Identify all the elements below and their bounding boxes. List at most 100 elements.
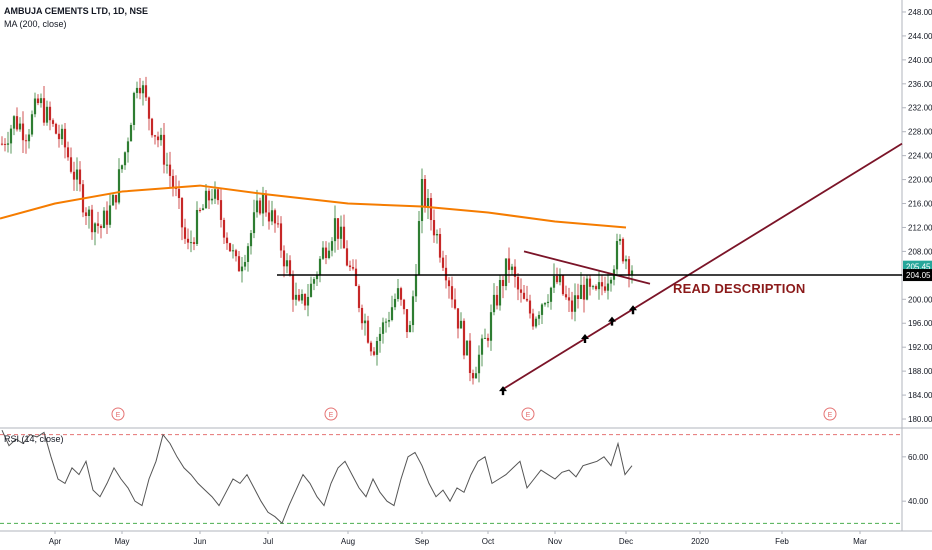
- candle-body: [570, 300, 574, 312]
- candle-body: [177, 188, 181, 199]
- candle-body: [231, 250, 235, 252]
- candle-body: [552, 275, 556, 288]
- candle-body: [303, 293, 307, 306]
- candle-body: [201, 208, 205, 211]
- candle-body: [477, 354, 481, 374]
- candle-body: [399, 288, 403, 300]
- candle-body: [144, 85, 148, 98]
- candle-body: [51, 120, 55, 124]
- candle-body: [465, 340, 469, 356]
- candle-body: [417, 221, 421, 275]
- candle-body: [228, 243, 232, 252]
- candle-body: [114, 194, 118, 203]
- candle-body: [393, 298, 397, 308]
- candle-body: [93, 223, 97, 233]
- earnings-marker: [111, 407, 125, 421]
- price-tick-label: 192.00: [908, 343, 932, 352]
- candle-body: [426, 198, 430, 208]
- price-tick-label: 208.00: [908, 247, 932, 256]
- ma-legend: MA (200, close): [4, 19, 67, 29]
- candle-body: [486, 337, 490, 341]
- candle-body: [273, 210, 277, 224]
- price-tick-label: 240.00: [908, 56, 932, 65]
- candle-body: [606, 283, 610, 291]
- candle-body: [99, 225, 103, 228]
- candle-body: [615, 241, 619, 270]
- candle-body: [24, 140, 28, 142]
- candle-body: [351, 267, 355, 269]
- candle-body: [117, 169, 121, 203]
- earnings-marker: [521, 407, 535, 421]
- candle-body: [276, 223, 280, 225]
- candle-body: [240, 266, 244, 272]
- candle-body: [591, 286, 595, 288]
- candle-body: [498, 280, 502, 306]
- candle-body: [252, 212, 256, 234]
- candle-body: [6, 143, 10, 145]
- candle-body: [192, 242, 196, 244]
- candle-body: [267, 212, 271, 222]
- candle-body: [384, 321, 388, 323]
- earnings-marker: [823, 407, 837, 421]
- earnings-marker: [324, 407, 338, 421]
- price-tick-label: 224.00: [908, 152, 932, 161]
- candle-body: [120, 165, 124, 170]
- candle-body: [585, 278, 589, 300]
- candle-body: [66, 147, 70, 158]
- candle-body: [285, 260, 289, 267]
- time-tick-label: Jul: [263, 537, 273, 546]
- candle-body: [111, 194, 115, 206]
- candle-body: [432, 220, 436, 236]
- candle-body: [129, 124, 133, 142]
- candle-body: [21, 123, 25, 141]
- candle-body: [72, 171, 76, 180]
- candle-body: [288, 260, 292, 276]
- candle-body: [180, 198, 184, 228]
- candle-body: [150, 118, 154, 136]
- candle-body: [294, 294, 298, 300]
- candle-body: [60, 128, 64, 140]
- last-price-label: 205.45: [906, 263, 931, 272]
- candle-body: [438, 234, 442, 258]
- candle-body: [78, 169, 82, 185]
- candle-body: [57, 133, 61, 140]
- candle-body: [171, 175, 175, 188]
- candle-body: [471, 373, 475, 379]
- candle-body: [36, 98, 40, 104]
- candle-body: [159, 134, 163, 141]
- candle-body: [30, 114, 34, 135]
- candle-body: [261, 194, 265, 214]
- candle-body: [327, 250, 331, 259]
- candle-body: [390, 307, 394, 320]
- candle-body: [408, 325, 412, 333]
- candle-body: [246, 246, 250, 262]
- candle-body: [507, 258, 511, 270]
- candle-body: [339, 226, 343, 239]
- arrow-up-icon: [581, 334, 589, 344]
- candle-body: [102, 210, 106, 228]
- candle-body: [414, 274, 418, 297]
- candle-body: [3, 143, 7, 145]
- candle-body: [357, 286, 361, 308]
- candle-body: [270, 210, 274, 222]
- candle-body: [396, 288, 400, 299]
- candle-body: [537, 314, 541, 319]
- candle-body: [213, 189, 217, 199]
- candle-body: [168, 164, 172, 176]
- candle-body: [567, 297, 571, 301]
- candle-body: [132, 92, 136, 125]
- candle-body: [531, 313, 535, 327]
- candle-body: [306, 296, 310, 306]
- price-tick-label: 184.00: [908, 391, 932, 400]
- candle-body: [45, 106, 49, 123]
- candle-body: [63, 128, 67, 148]
- time-tick-label: Oct: [482, 537, 495, 546]
- candle-body: [558, 275, 562, 283]
- candle-body: [309, 283, 313, 297]
- time-tick-label: Jun: [194, 537, 207, 546]
- candle-body: [576, 295, 580, 300]
- candle-body: [291, 275, 295, 300]
- candle-body: [348, 265, 352, 268]
- candle-body: [135, 87, 139, 93]
- candle-body: [513, 266, 517, 277]
